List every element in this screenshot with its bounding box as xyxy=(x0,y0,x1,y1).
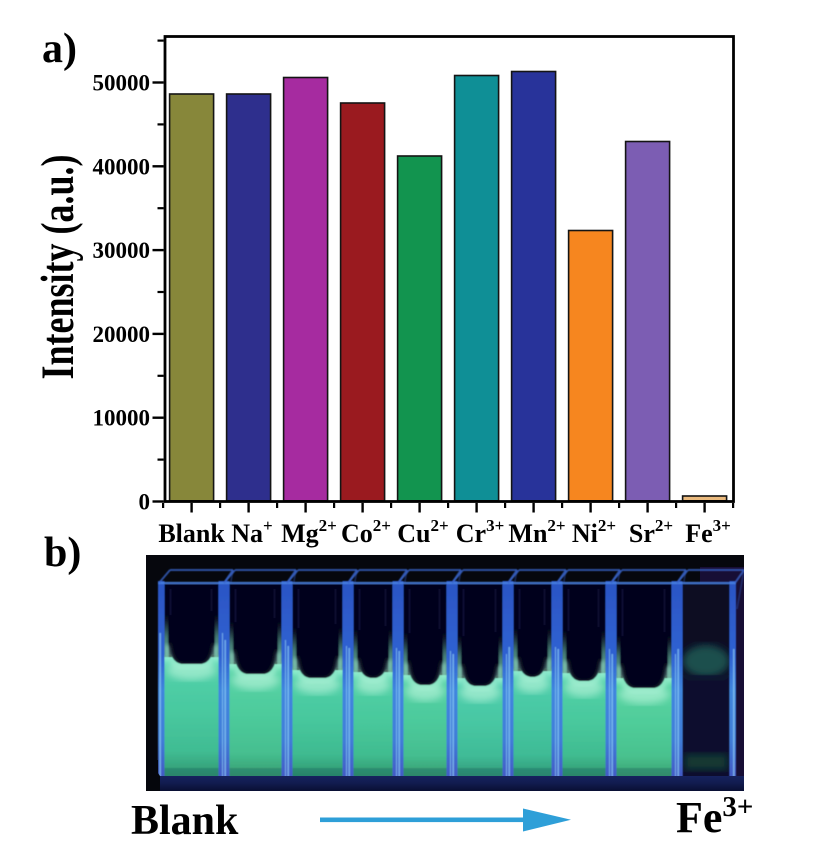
svg-text:Cu2+: Cu2+ xyxy=(397,516,448,548)
svg-text:a): a) xyxy=(42,26,77,72)
svg-text:10000: 10000 xyxy=(93,406,151,431)
svg-text:Na+: Na+ xyxy=(231,516,272,548)
svg-text:Intensity (a.u.): Intensity (a.u.) xyxy=(33,154,85,379)
svg-text:Mg2+: Mg2+ xyxy=(281,516,337,548)
svg-text:b): b) xyxy=(44,530,81,576)
svg-text:Fe3+: Fe3+ xyxy=(676,791,753,842)
svg-text:Fe3+: Fe3+ xyxy=(685,516,731,548)
svg-text:30000: 30000 xyxy=(93,238,151,263)
svg-text:0: 0 xyxy=(139,490,151,515)
svg-text:Co2+: Co2+ xyxy=(341,516,391,548)
svg-text:Ni2+: Ni2+ xyxy=(572,516,616,548)
svg-text:Cr3+: Cr3+ xyxy=(456,516,505,548)
svg-text:Sr2+: Sr2+ xyxy=(629,516,673,548)
svg-text:20000: 20000 xyxy=(93,322,151,347)
svg-text:Mn2+: Mn2+ xyxy=(508,516,565,548)
svg-text:40000: 40000 xyxy=(93,154,151,179)
svg-text:50000: 50000 xyxy=(93,71,151,96)
svg-text:Blank: Blank xyxy=(131,798,239,844)
svg-text:Blank: Blank xyxy=(158,519,225,548)
